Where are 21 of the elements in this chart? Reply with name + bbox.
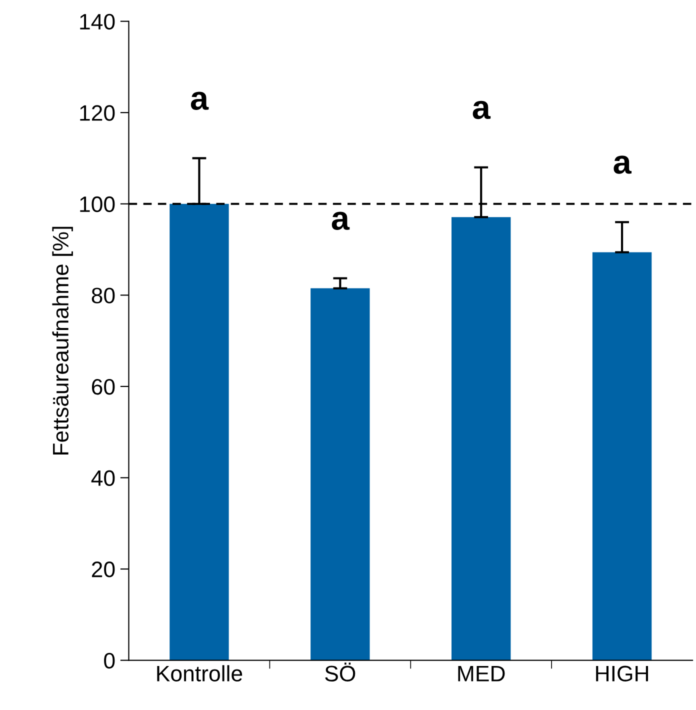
y-tick-label: 120: [80, 105, 115, 121]
bar: [592, 252, 652, 660]
y-axis-title: Fettsäureaufnahme [%]: [52, 226, 73, 454]
y-tick-label: 0: [104, 652, 115, 669]
y-tick-label: 20: [92, 562, 115, 578]
annotation: a: [190, 92, 209, 110]
y-tick-label: 100: [80, 196, 115, 212]
x-tick-label: HIGH: [596, 666, 648, 682]
y-tick-label: 40: [91, 470, 115, 486]
bar: [310, 288, 370, 660]
y-tick-label: 80: [92, 288, 115, 304]
x-tick-label: Kontrolle: [157, 665, 242, 682]
x-tick-label: MED: [458, 666, 505, 682]
bar: [170, 204, 229, 660]
annotation: a: [332, 212, 350, 230]
bar: [452, 217, 511, 660]
annotation: a: [472, 100, 491, 120]
y-tick-label: 60: [92, 378, 115, 395]
y-tick-label: 140: [80, 14, 115, 30]
x-tick-label: SÖ: [325, 662, 356, 682]
annotation: a: [614, 156, 632, 174]
